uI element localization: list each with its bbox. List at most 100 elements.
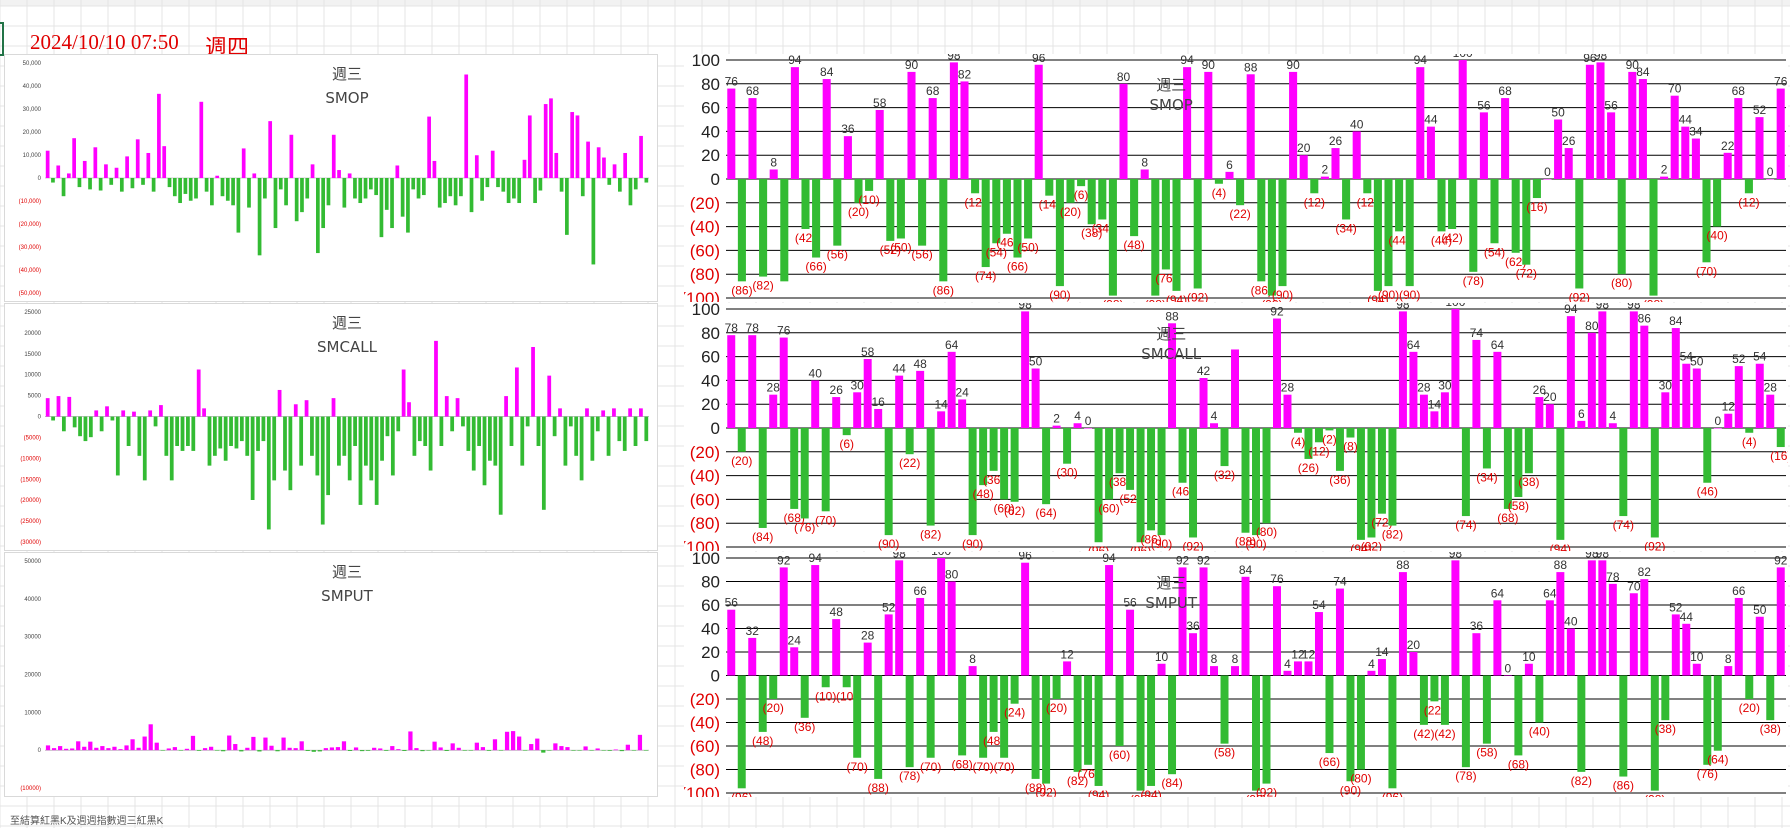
- bar: [568, 416, 573, 427]
- data-label: (46): [1172, 485, 1193, 499]
- chart-smcall-percent[interactable]: 100 80 60 40 20 0 (20) (40) (60) (80) (100) 78 (20) 7…: [684, 303, 1788, 551]
- data-label: (90): [1245, 537, 1266, 551]
- bar: [1084, 428, 1093, 429]
- y-tick-label: 0: [38, 176, 42, 182]
- data-label: (48): [1123, 238, 1144, 252]
- bar: [1776, 567, 1785, 676]
- data-label: 90: [1626, 58, 1640, 72]
- bar: [439, 416, 444, 446]
- bar: [529, 744, 534, 751]
- bar: [1331, 148, 1340, 179]
- bar: [512, 178, 516, 199]
- bar: [628, 408, 633, 417]
- bar: [126, 416, 131, 446]
- y-tick-label: (40,000): [19, 268, 41, 274]
- data-label: 4: [1074, 409, 1081, 423]
- bar: [142, 416, 147, 481]
- data-label: (72): [1371, 516, 1392, 530]
- bar: [821, 675, 830, 688]
- data-label: (40): [1529, 725, 1550, 739]
- bar: [390, 178, 394, 229]
- data-label: (4): [1742, 435, 1757, 449]
- chart-smop-amount[interactable]: 50,000 40,000 30,000 20,000 10,000 0 (10,000) (…: [4, 54, 658, 302]
- bar: [1734, 597, 1743, 676]
- bar: [331, 398, 336, 417]
- bar: [486, 750, 492, 751]
- chart-smcall-amount[interactable]: 25000 20000 15000 10000 5000 0 (5000) (10000) (1…: [4, 303, 658, 551]
- data-label: 16: [871, 395, 885, 409]
- data-label: (26): [1298, 461, 1319, 475]
- y-tick-label: (100): [684, 538, 720, 551]
- bar: [1077, 179, 1086, 187]
- bar: [1409, 652, 1418, 676]
- bar: [151, 178, 156, 192]
- bar: [493, 416, 498, 466]
- bar: [1724, 666, 1733, 676]
- bar: [1178, 567, 1187, 676]
- bar: [490, 150, 495, 178]
- bar: [612, 164, 617, 178]
- bar: [1220, 675, 1229, 744]
- bar: [1671, 614, 1680, 676]
- data-label: (92): [1569, 290, 1590, 302]
- chart-smput-percent[interactable]: 100806040200(20)(40)(60)(80)(100)56(96)3…: [684, 552, 1788, 797]
- data-label: 64: [1491, 586, 1505, 600]
- data-label: (10): [815, 689, 836, 703]
- chart-smop-percent[interactable]: 100 80 60 40 20 0 (20) (40) (60) (80) (100) 76 (86) 6…: [684, 54, 1788, 302]
- chart-smput-amount[interactable]: 50000 40000 30000 20000 10000 0 (10000) 週三 SMPUT: [4, 552, 658, 797]
- bar: [1126, 428, 1135, 490]
- bar: [1598, 560, 1607, 676]
- bar: [617, 416, 622, 442]
- y-tick-label: 20,000: [23, 130, 42, 136]
- bar: [958, 675, 967, 756]
- bar: [299, 741, 304, 751]
- data-label: 88: [1165, 309, 1179, 323]
- bar: [1115, 428, 1124, 474]
- bar: [256, 416, 260, 451]
- bar: [571, 750, 576, 751]
- data-label: (90): [962, 537, 983, 551]
- bar: [194, 178, 198, 199]
- data-label: (60): [1109, 748, 1130, 762]
- data-label: 56: [725, 596, 739, 610]
- bar: [347, 416, 352, 481]
- data-label: (88): [868, 781, 889, 795]
- data-label: 80: [945, 568, 959, 582]
- bar: [153, 416, 158, 427]
- bar: [335, 747, 341, 751]
- bar: [1346, 428, 1355, 438]
- bar: [583, 746, 588, 751]
- bar: [1440, 392, 1449, 428]
- bar: [323, 748, 328, 751]
- bar: [167, 178, 172, 188]
- bar: [1713, 675, 1722, 751]
- bar: [67, 396, 72, 417]
- bar: [82, 160, 87, 178]
- bar: [305, 178, 310, 199]
- bar: [76, 741, 81, 751]
- bar: [517, 178, 522, 204]
- bar: [417, 416, 422, 442]
- bar: [554, 152, 559, 178]
- active-cell-cursor[interactable]: [0, 22, 4, 56]
- y-tick-label: 60: [701, 596, 720, 615]
- data-label: (80): [1611, 276, 1632, 290]
- y-tick-label: (80): [690, 514, 720, 533]
- bar: [1320, 176, 1329, 179]
- data-label: (90): [1399, 288, 1420, 302]
- bar: [51, 416, 55, 421]
- bar: [99, 416, 104, 432]
- bar: [1231, 666, 1239, 676]
- bar: [622, 416, 627, 451]
- bar: [215, 175, 220, 178]
- bar: [305, 750, 310, 751]
- bar: [979, 675, 988, 758]
- bar: [105, 406, 109, 417]
- data-label: 28: [861, 629, 875, 643]
- bar: [623, 152, 628, 178]
- data-label: (94): [1550, 542, 1571, 551]
- bar: [1189, 428, 1198, 538]
- bar: [109, 178, 114, 185]
- y-tick-label: 0: [711, 419, 720, 438]
- bar: [1650, 428, 1659, 538]
